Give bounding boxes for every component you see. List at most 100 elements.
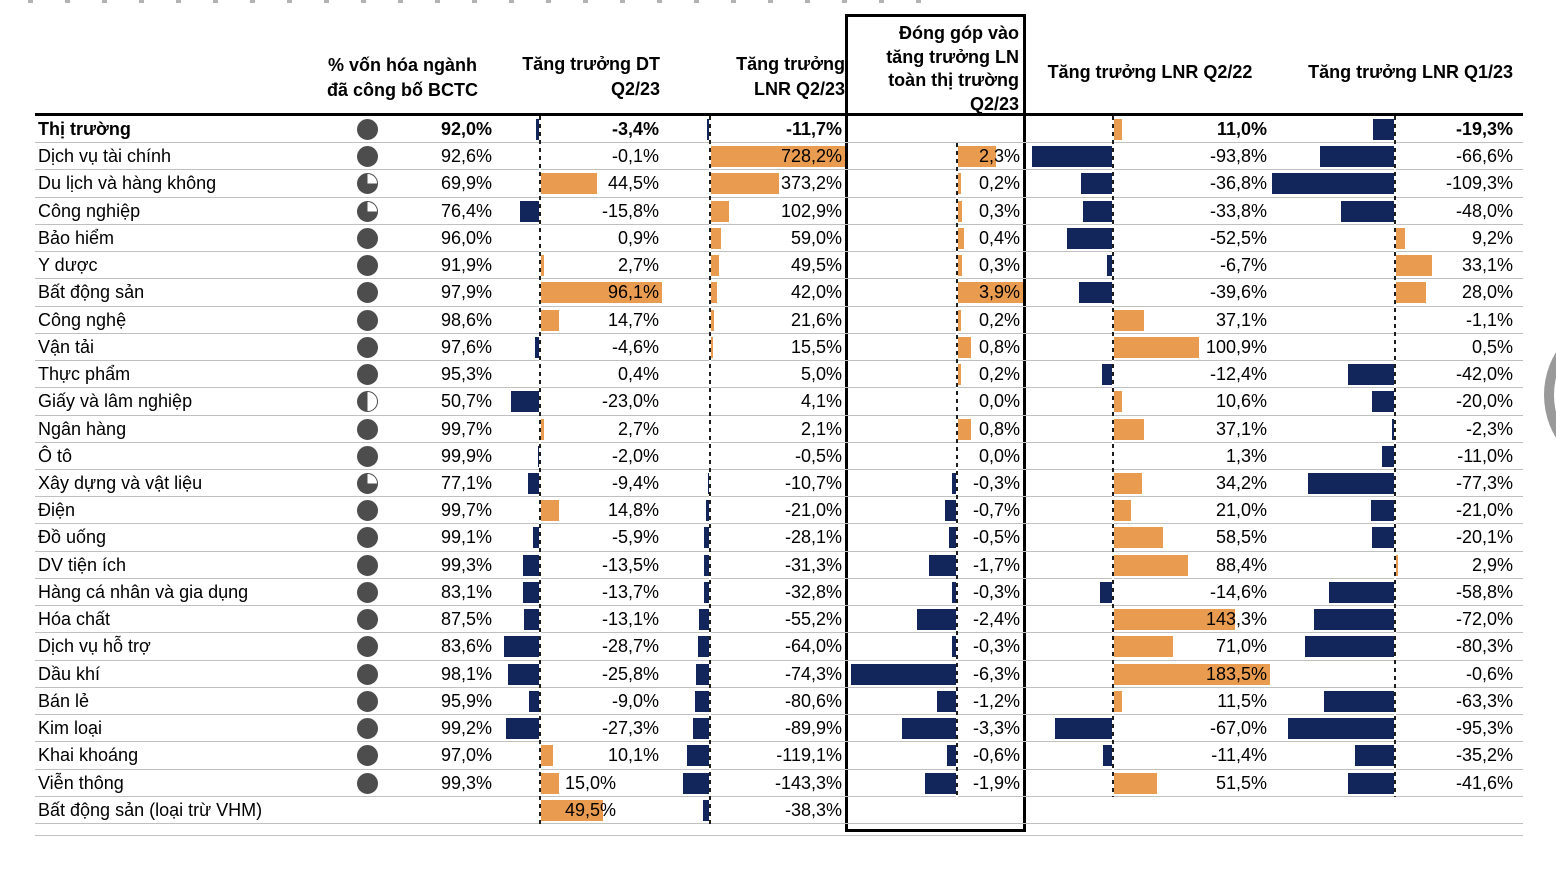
npat-growth-q123-value: -19,3% <box>1455 119 1513 139</box>
npat-growth-q223-bar <box>697 636 710 658</box>
npat-growth-q223-value: 15,5% <box>790 336 842 357</box>
revenue-growth-bar <box>540 799 603 821</box>
profit-contribution-value: 0,0% <box>978 445 1020 466</box>
table-row: DV tiện ích 99,3% -13,5% -31,3% -1,7% 88,4% 2,… <box>35 552 1523 579</box>
profit-contribution-bar <box>925 772 958 794</box>
profit-contribution-value: 3,9% <box>978 282 1020 303</box>
npat-growth-q223-value: 49,5% <box>790 255 842 276</box>
profit-contribution-bar <box>957 173 961 195</box>
npat-growth-q123-value: 28,0% <box>1461 282 1513 303</box>
revenue-growth-value: -27,3% <box>601 718 659 739</box>
market-cap-reported-value: 95,3% <box>440 364 492 385</box>
npat-growth-q123-bar <box>1307 472 1395 494</box>
npat-growth-q222-value: -14,6% <box>1209 581 1267 602</box>
npat-growth-q123-zero-axis <box>1393 116 1396 797</box>
npat-growth-q123-bar <box>1382 445 1395 467</box>
npat-growth-q222-bar <box>1112 690 1123 712</box>
npat-growth-q222-bar <box>1099 581 1113 603</box>
npat-growth-q123-bar <box>1392 418 1395 440</box>
npat-growth-q123-value: 2,9% <box>1471 554 1513 575</box>
npat-growth-q223-bar <box>709 336 713 358</box>
npat-growth-q223-bar <box>703 581 710 603</box>
revenue-growth-bar <box>523 554 541 576</box>
market-cap-reported-value: 97,6% <box>440 336 492 357</box>
pie-icon <box>357 119 378 140</box>
column-header-market-cap-reported: % vốn hóa ngành đã công bố BCTC <box>327 55 478 100</box>
npat-growth-q223-zero-axis <box>708 116 711 824</box>
npat-growth-q123-value: 33,1% <box>1461 255 1513 276</box>
pie-icon <box>357 255 378 277</box>
revenue-growth-bar <box>534 336 541 358</box>
npat-growth-q223-value: 2,1% <box>800 418 842 439</box>
revenue-growth-value: -2,0% <box>611 445 659 466</box>
npat-growth-q123-value: -1,1% <box>1465 309 1513 330</box>
npat-growth-q223-value: -10,7% <box>784 472 842 493</box>
sector-label: Thực phẩm <box>38 364 131 385</box>
empty-row <box>35 824 1523 836</box>
npat-growth-q222-zero-axis <box>1111 116 1114 797</box>
revenue-growth-bar <box>536 119 541 140</box>
revenue-growth-bar <box>511 391 541 413</box>
table-row: Bảo hiểm 96,0% 0,9% 59,0% 0,4% -52,5% 9,2% <box>35 225 1523 253</box>
npat-growth-q222-bar <box>1112 609 1236 631</box>
revenue-growth-bar <box>540 745 554 767</box>
market-cap-reported-value: 97,9% <box>440 282 492 303</box>
revenue-growth-value: -4,6% <box>611 336 659 357</box>
npat-growth-q222-bar <box>1083 200 1113 222</box>
revenue-growth-bar <box>540 173 597 195</box>
npat-growth-q222-value: 51,5% <box>1215 772 1267 793</box>
revenue-growth-value: 0,9% <box>617 227 659 248</box>
profit-contribution-bar <box>901 718 958 740</box>
npat-growth-q123-value: 9,2% <box>1471 227 1513 248</box>
revenue-growth-value: -9,0% <box>611 690 659 711</box>
profit-contribution-value: -0,3% <box>972 581 1020 602</box>
table-row: Công nghiệp 76,4% -15,8% 102,9% 0,3% -33,8% -4… <box>35 198 1523 225</box>
profit-contribution-bar <box>957 282 1023 304</box>
sector-label: Dầu khí <box>38 663 101 684</box>
npat-growth-q222-value: -93,8% <box>1209 146 1267 167</box>
npat-growth-q123-bar <box>1372 527 1395 549</box>
npat-growth-q222-value: 143,3% <box>1205 609 1267 630</box>
npat-growth-q123-bar <box>1287 718 1395 740</box>
table-row: Vận tải 97,6% -4,6% 15,5% 0,8% 100,9% 0,5% <box>35 334 1523 362</box>
sector-label: Điện <box>38 500 76 521</box>
npat-growth-q222-value: 11,5% <box>1217 690 1267 711</box>
pie-icon <box>357 391 378 413</box>
table-row: Bán lẻ 95,9% -9,0% -80,6% -1,2% 11,5% -63,3% <box>35 688 1523 716</box>
market-cap-reported-value: 91,9% <box>440 255 492 276</box>
npat-growth-q223-value: -32,8% <box>784 581 842 602</box>
table-row: Dịch vụ tài chính 92,6% -0,1% 728,2% 2,3% -93… <box>35 143 1523 171</box>
pie-icon <box>357 500 378 522</box>
sector-label: Thị trường <box>38 119 131 139</box>
npat-growth-q223-bar <box>707 119 710 140</box>
sector-label: Dịch vụ hỗ trợ <box>38 636 151 657</box>
pie-icon <box>357 609 378 631</box>
npat-growth-q223-bar <box>703 554 710 576</box>
profit-contribution-value: -0,5% <box>972 527 1020 548</box>
column-header-npat-growth-q222: Tăng trưởng LNR Q2/22 <box>1047 62 1253 82</box>
npat-growth-q223-value: -143,3% <box>774 772 842 793</box>
profit-contribution-bar <box>957 146 997 168</box>
revenue-growth-value: 96,1% <box>607 282 659 303</box>
pie-icon <box>357 581 378 603</box>
npat-growth-q223-bar <box>709 255 719 277</box>
sector-label: Du lịch và hàng không <box>38 173 217 194</box>
npat-growth-q223-value: 728,2% <box>780 146 842 167</box>
table-row: Xây dựng và vật liệu 77,1% -9,4% -10,7% -0,3… <box>35 470 1523 498</box>
profit-contribution-bar <box>957 255 963 277</box>
npat-growth-q123-value: -41,6% <box>1455 772 1513 793</box>
profit-contribution-value: 0,8% <box>978 336 1020 357</box>
revenue-growth-bar <box>532 527 541 549</box>
sector-label: Đồ uống <box>38 527 107 548</box>
sector-label: Công nghệ <box>38 309 127 330</box>
sector-label: Ngân hàng <box>38 418 127 439</box>
npat-growth-q222-value: 71,0% <box>1215 636 1267 657</box>
profit-contribution-value: -2,4% <box>972 609 1020 630</box>
npat-growth-q223-bar <box>683 772 710 794</box>
revenue-growth-bar <box>522 581 541 603</box>
npat-growth-q222-bar <box>1112 500 1131 522</box>
npat-growth-q222-value: 88,4% <box>1215 554 1267 575</box>
npat-growth-q123-value: -2,3% <box>1465 418 1513 439</box>
npat-growth-q123-value: -42,0% <box>1455 364 1513 385</box>
profit-contribution-value: -1,7% <box>972 554 1020 575</box>
